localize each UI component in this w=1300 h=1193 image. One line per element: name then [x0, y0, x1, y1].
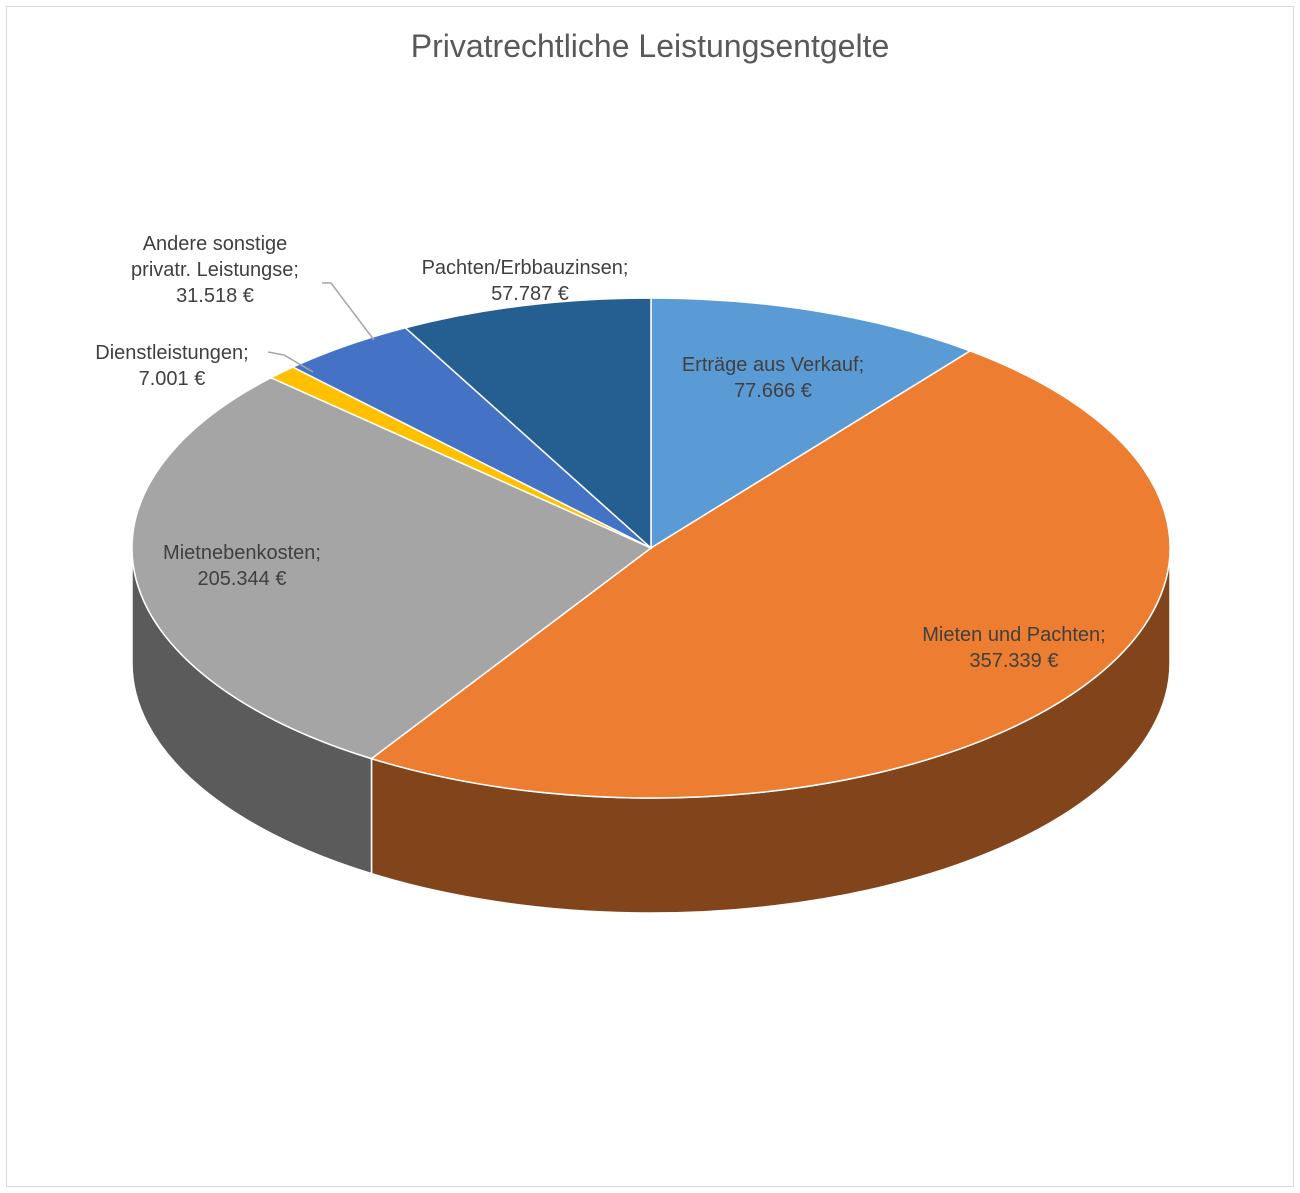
- category-name: Andere sonstige privatr. Leistungse: [131, 233, 294, 281]
- label-separator: ;: [622, 257, 629, 279]
- pie: [131, 297, 1171, 914]
- value-label: 7.001 €: [138, 368, 206, 390]
- label-separator: ;: [243, 342, 249, 364]
- value-label: 31.518 €: [176, 285, 254, 307]
- label-separator: ;: [1100, 624, 1106, 646]
- slice: [650, 297, 972, 550]
- data-label: Mieten und Pachten; 357.339 €: [884, 622, 1144, 674]
- category-name: Mietnebenkosten: [163, 542, 316, 564]
- category-name: Mieten und Pachten: [922, 624, 1101, 646]
- category-name: Erträge aus Verkauf: [681, 354, 859, 376]
- label-separator: ;: [293, 259, 299, 281]
- value-label: 205.344 €: [197, 568, 287, 590]
- category-name: Dienstleistungen: [95, 342, 244, 364]
- data-label: Andere sonstige privatr. Leistungse; 31.5…: [113, 231, 318, 309]
- value-label: 357.339 €: [969, 650, 1059, 672]
- label-separator: ;: [858, 354, 865, 376]
- data-label: Mietnebenkosten; 205.344 €: [122, 540, 362, 592]
- chart-title: Privatrechtliche Leistungsentgelte: [410, 28, 890, 64]
- slice: [369, 350, 1171, 799]
- slice: [403, 297, 652, 550]
- slice: [131, 376, 653, 760]
- data-label: Dienstleistungen; 7.001 €: [72, 340, 272, 392]
- category-name: Pachten/Erbbauzinsen: [421, 257, 623, 279]
- value-label: 77.666 €: [734, 380, 812, 402]
- label-separator: ;: [315, 542, 321, 564]
- data-label: Erträge aus Verkauf; 77.666 €: [643, 352, 903, 404]
- leader-line: [322, 282, 375, 341]
- value-label: 57.787 €: [491, 283, 569, 305]
- data-label: Pachten/Erbbauzinsen; 57.787 €: [419, 255, 631, 307]
- leader-line: [267, 351, 314, 373]
